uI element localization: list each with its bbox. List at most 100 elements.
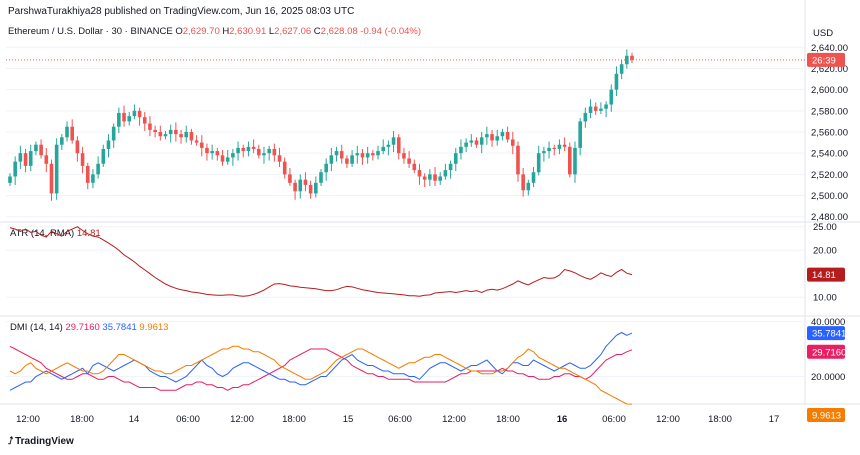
candle-body <box>412 163 417 171</box>
dmi-pane <box>9 331 633 405</box>
candle-body <box>578 121 582 148</box>
ohlc-o-value: 2,629.70 <box>182 26 220 37</box>
time-tick-label: 12:00 <box>230 414 254 425</box>
candle-body <box>443 170 448 177</box>
countdown-badge-bg <box>807 52 845 67</box>
candle-body <box>360 153 365 158</box>
symbol-name[interactable]: Ethereum / U.S. Dollar · 30 · BINANCE <box>8 26 173 37</box>
ohlc-c-label: C <box>313 26 321 37</box>
candle-body <box>28 151 33 166</box>
candle-body <box>163 134 168 137</box>
publisher-line: ParshwaTurakhiya28 published on TradingV… <box>8 6 355 17</box>
adx-line <box>9 345 633 405</box>
dmi-plus-line <box>9 345 633 391</box>
price-tick-label: 2,640.00 <box>811 43 848 54</box>
brand-label: TradingView <box>15 436 74 447</box>
candle-body <box>516 145 520 175</box>
candle-body <box>303 179 308 185</box>
dmi-plus-badge: 29.7160 <box>807 344 846 359</box>
candle-body <box>428 174 432 180</box>
candle-body <box>298 179 303 192</box>
candle-body <box>459 146 463 154</box>
candle-body <box>39 144 43 156</box>
candle-body <box>402 153 406 159</box>
dmi-minus-badge: 35.7841 <box>807 326 846 341</box>
candle-body <box>630 55 634 60</box>
time-tick-label: 18:00 <box>282 414 306 425</box>
currency-label[interactable]: USD <box>813 28 834 39</box>
adx-badge-bg <box>807 408 845 422</box>
candle-body <box>339 151 344 159</box>
candle-body <box>70 126 74 141</box>
atr-legend[interactable]: ATR (14, RMA) 14.81 <box>10 228 101 239</box>
candle-body <box>619 64 624 74</box>
candle-body <box>355 153 360 156</box>
candle-body <box>236 147 240 154</box>
price-tick-label: 2,560.00 <box>811 128 848 139</box>
ohlc-c-value: 2,628.08 <box>320 26 358 37</box>
ohlc-h-value: 2,630.91 <box>229 26 267 37</box>
candle-body <box>8 176 12 183</box>
dmi-legend-plus: 29.7160 <box>65 322 100 333</box>
atr-pane <box>9 226 633 297</box>
candle-body <box>350 155 354 164</box>
candle-body <box>241 147 246 152</box>
candle-body <box>153 129 157 132</box>
dmi-tick-label: 20.0000 <box>811 372 845 383</box>
candle-body <box>277 155 282 162</box>
candle-body <box>60 137 64 145</box>
candle-body <box>85 165 90 183</box>
candle-body <box>174 129 178 135</box>
candle-body <box>282 161 287 175</box>
candle-body <box>246 146 251 152</box>
candle-body <box>573 147 577 175</box>
dmi-plus-badge-text: 29.7160 <box>812 347 846 358</box>
candle-body <box>137 110 142 118</box>
chart-grid <box>0 0 860 405</box>
candle-body <box>329 155 334 164</box>
candle-body <box>614 73 619 90</box>
price-tick-label: 2,480.00 <box>811 212 848 223</box>
dmi-legend-minus: 35.7841 <box>102 322 137 333</box>
candle-body <box>220 155 225 162</box>
candle-body <box>526 182 531 191</box>
adx-badge-text: 9.9613 <box>812 411 841 422</box>
candle-body <box>531 172 536 183</box>
candle-body <box>231 153 235 158</box>
candle-body <box>433 174 437 181</box>
candle-body <box>505 132 510 140</box>
candle-body <box>314 182 318 194</box>
dmi-legend-adx: 9.9613 <box>139 322 169 333</box>
candle-body <box>80 153 85 166</box>
candle-body <box>542 151 546 154</box>
brand-footer[interactable]: ⭜ TradingView <box>8 436 74 447</box>
candle-body <box>562 144 567 147</box>
candle-body <box>469 140 474 143</box>
candle-body <box>552 147 557 149</box>
candle-body <box>293 182 297 192</box>
candle-body <box>91 174 95 183</box>
candle-body <box>557 144 562 149</box>
candle-body <box>599 108 603 111</box>
time-tick-label: 12:00 <box>442 414 466 425</box>
candle-body <box>168 129 173 135</box>
candle-body <box>609 89 614 105</box>
candle-body <box>479 137 484 145</box>
candle-body <box>75 140 80 154</box>
candle-body <box>448 163 453 171</box>
countdown-badge: 26:39 <box>807 52 845 67</box>
ohlc-o-label: O <box>175 26 183 37</box>
dmi-legend[interactable]: DMI (14, 14) 29.7160 35.7841 9.9613 <box>10 322 168 333</box>
candle-body <box>521 174 525 191</box>
candle-body <box>127 116 132 122</box>
price-tick-label: 2,600.00 <box>811 85 848 96</box>
candle-body <box>288 174 292 183</box>
time-tick-label: 18:00 <box>708 414 732 425</box>
candle-body <box>391 137 396 145</box>
candle-body <box>23 153 28 166</box>
dmi-legend-label: DMI (14, 14) <box>10 322 63 333</box>
time-tick-label: 18:00 <box>70 414 94 425</box>
countdown-badge-text: 26:39 <box>812 55 836 66</box>
price-tick-label: 2,500.00 <box>811 191 848 202</box>
